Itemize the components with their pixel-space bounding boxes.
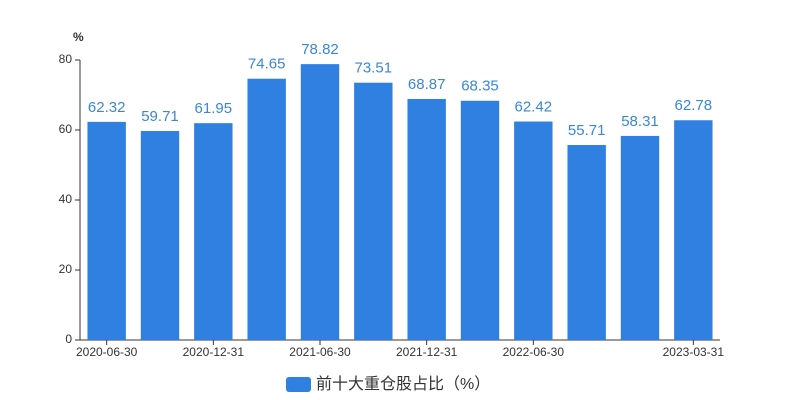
value-label: 62.78: [675, 97, 713, 114]
bar: [87, 121, 126, 340]
bar: [460, 100, 500, 341]
value-label: 59.71: [141, 108, 179, 125]
x-tick-label: 2021-06-30: [289, 345, 351, 359]
value-label: 55.71: [568, 122, 606, 139]
bar: [514, 121, 553, 340]
value-label: 68.87: [408, 76, 446, 93]
y-tick-label: 0: [65, 332, 72, 346]
value-label: 73.51: [355, 60, 393, 77]
bar: [674, 120, 713, 341]
value-label: 58.31: [621, 113, 659, 130]
bar: [300, 64, 340, 340]
legend-label: 前十大重仓股占比（%）: [316, 375, 490, 393]
bar: [140, 131, 180, 340]
x-tick-label: 2020-12-31: [183, 345, 245, 359]
value-label: 62.32: [88, 99, 126, 116]
legend-swatch: [286, 377, 311, 392]
bar: [194, 123, 233, 340]
bar: [354, 82, 393, 340]
value-label: 61.95: [195, 100, 233, 117]
x-tick-label: 2023-03-31: [663, 345, 725, 359]
x-tick-label: 2022-06-30: [503, 345, 565, 359]
y-axis-unit: %: [73, 30, 84, 44]
y-tick-label: 40: [59, 192, 73, 206]
bar: [407, 98, 446, 340]
value-label: 78.82: [301, 41, 339, 58]
bar: [567, 145, 606, 340]
bar: [247, 78, 286, 340]
bar: [620, 135, 660, 340]
value-label: 68.35: [461, 78, 499, 95]
x-tick-label: 2020-06-30: [76, 345, 138, 359]
value-label: 62.42: [515, 98, 553, 115]
y-tick-label: 20: [59, 262, 73, 276]
y-tick-label: 60: [59, 122, 73, 136]
value-label: 74.65: [248, 56, 286, 73]
y-tick-label: 80: [59, 52, 73, 66]
x-tick-label: 2021-12-31: [396, 345, 458, 359]
